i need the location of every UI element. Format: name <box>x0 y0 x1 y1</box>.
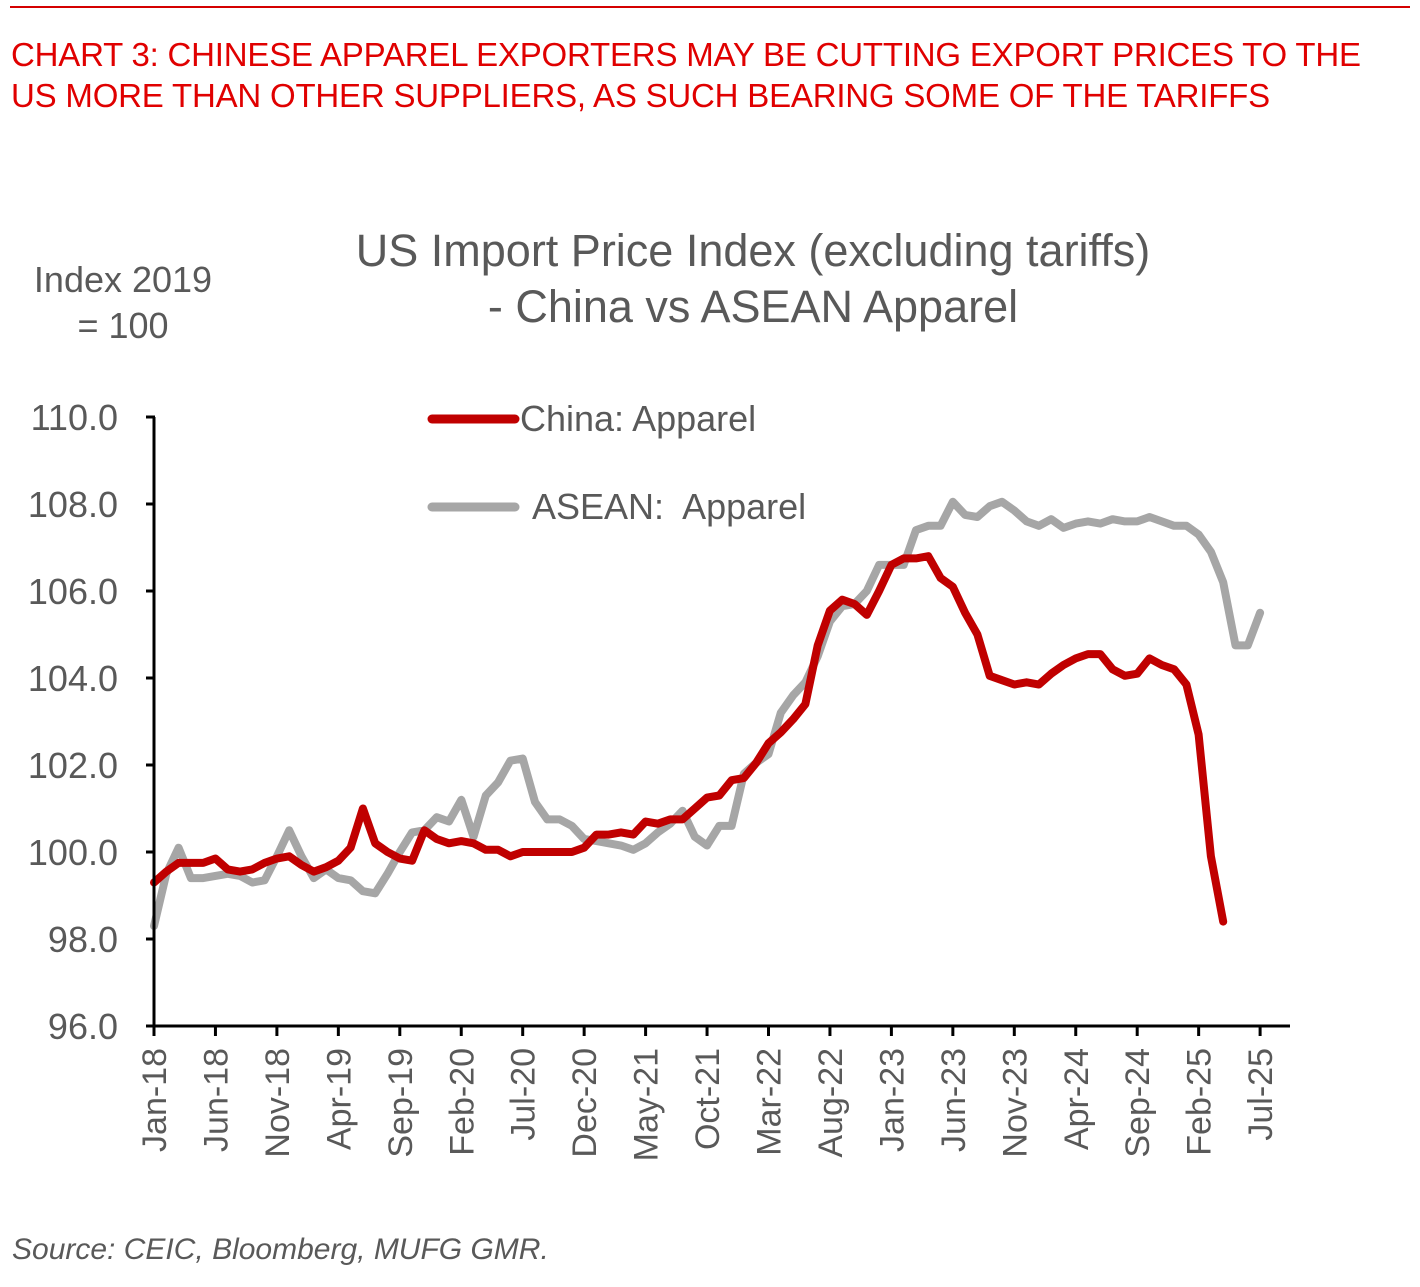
x-tick-label: Jul-25 <box>1242 1048 1280 1141</box>
y-axis-label-line-1: Index 2019 <box>34 259 212 300</box>
y-tick-label: 104.0 <box>28 658 118 699</box>
top-rule <box>10 6 1410 8</box>
x-tick-label: Feb-25 <box>1181 1048 1219 1156</box>
y-tick-label: 100.0 <box>28 832 118 873</box>
y-tick-label: 96.0 <box>48 1006 118 1047</box>
chart-title-line-2: - China vs ASEAN Apparel <box>488 281 1018 332</box>
x-tick-label: May-21 <box>628 1048 666 1161</box>
x-tick-label: Jun-23 <box>935 1048 973 1152</box>
chart-title-line-1: US Import Price Index (excluding tariffs… <box>356 225 1150 276</box>
legend-label-china: China: Apparel <box>520 398 756 439</box>
x-tick-label: Mar-22 <box>751 1048 789 1156</box>
x-tick-label: Sep-24 <box>1119 1048 1157 1158</box>
y-tick-label: 106.0 <box>28 571 118 612</box>
series-line-asean-apparel <box>150 497 1265 930</box>
x-tick-label: Aug-22 <box>812 1048 850 1158</box>
x-tick-label: Feb-20 <box>443 1048 481 1156</box>
x-tick-label: Sep-19 <box>382 1048 420 1158</box>
legend-label-asean: ASEAN: Apparel <box>532 486 806 527</box>
x-tick-label: Nov-23 <box>996 1048 1034 1158</box>
x-tick-label: Apr-19 <box>320 1048 358 1150</box>
series-line-china-apparel <box>150 552 1228 926</box>
x-tick-label: Oct-21 <box>689 1048 727 1150</box>
x-tick-label: Dec-20 <box>566 1048 604 1158</box>
y-tick-label: 98.0 <box>48 919 118 960</box>
x-tick-label: Apr-24 <box>1058 1048 1096 1150</box>
x-tick-label: Nov-18 <box>259 1048 297 1158</box>
source-note: Source: CEIC, Bloomberg, MUFG GMR. <box>12 1233 549 1266</box>
x-tick-label: Jul-20 <box>505 1048 543 1141</box>
chart-headline: CHART 3: CHINESE APPAREL EXPORTERS MAY B… <box>11 36 1361 114</box>
y-tick-label: 110.0 <box>31 397 118 438</box>
legend: China: Apparel ASEAN: Apparel <box>427 398 806 527</box>
y-tick-label: 102.0 <box>28 745 118 786</box>
y-axis-label-line-2: = 100 <box>77 305 168 346</box>
x-tick-label: Jun-18 <box>197 1048 235 1152</box>
y-tick-label: 108.0 <box>28 484 118 525</box>
x-tick-label: Jan-18 <box>136 1048 174 1152</box>
x-tick-label: Jan-23 <box>873 1048 911 1152</box>
